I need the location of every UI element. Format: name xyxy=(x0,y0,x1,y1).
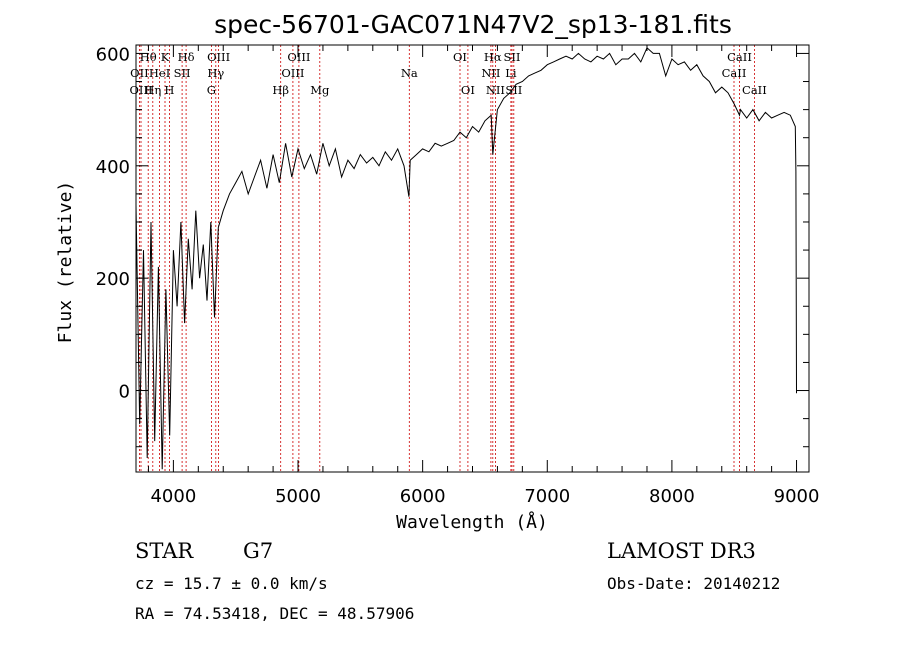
plot-frame xyxy=(135,44,810,473)
x-tick-label: 8000 xyxy=(649,486,695,507)
chart-title: spec-56701-GAC071N47V2_sp13-181.fits xyxy=(214,10,732,39)
spectral-line-label: HeI xyxy=(149,66,170,80)
x-tick-label: 9000 xyxy=(774,486,820,507)
y-tick-label: 200 xyxy=(96,269,130,290)
spectrum-line xyxy=(135,46,797,470)
object-class: STAR xyxy=(135,539,194,563)
spectral-line-label: Na xyxy=(401,66,418,80)
redshift-value: cz = 15.7 ± 0.0 km/s xyxy=(135,574,328,593)
spectral-line-label: H xyxy=(164,83,174,97)
spectral-line-label: CaII xyxy=(742,83,767,97)
spectral-line-label: Mg xyxy=(310,83,330,97)
survey-name: LAMOST DR3 xyxy=(607,539,756,563)
spectral-line-label: CaII xyxy=(722,66,747,80)
y-tick-label: 400 xyxy=(96,157,130,178)
spectral-line-label: Hβ xyxy=(272,83,289,97)
spectral-line-label: K xyxy=(161,50,170,64)
spectral-line-label: Hα xyxy=(484,50,502,64)
spectral-line-label: OIII xyxy=(129,83,152,97)
spectral-line-label: OI xyxy=(453,50,467,64)
spectral-line-markers xyxy=(138,45,755,472)
x-tick-label: 5000 xyxy=(275,486,321,507)
x-axis-label: Wavelength (Å) xyxy=(396,511,548,533)
object-subclass: G7 xyxy=(243,539,273,563)
spectral-line-label: Hη xyxy=(144,83,161,97)
spectral-line-label: CaII xyxy=(727,50,752,64)
sky-coordinates: RA = 74.53418, DEC = 48.57906 xyxy=(135,604,414,623)
y-axis-label: Flux (relative) xyxy=(55,181,76,344)
spectral-line-label: Hθ xyxy=(140,50,157,64)
axis-ticks: 4000 5000 6000 7000 8000 9000 0 200 400 600 xyxy=(96,44,820,507)
spectral-line-label: OII xyxy=(130,66,149,80)
spectral-line-label: NII xyxy=(486,83,505,97)
y-tick-label: 0 xyxy=(119,382,130,403)
y-tick-label: 600 xyxy=(96,44,130,65)
spectral-line-label: Hδ xyxy=(178,50,195,64)
spectral-line-label: OIII xyxy=(287,50,310,64)
spectral-line-label: OIII xyxy=(281,66,304,80)
spectral-line-label: SII xyxy=(174,66,191,80)
spectral-line-label: OIII xyxy=(207,50,230,64)
x-tick-label: 6000 xyxy=(400,486,446,507)
spectral-line-label: NII xyxy=(481,66,500,80)
spectral-line-label: Hγ xyxy=(207,66,224,80)
observation-date: Obs-Date: 20140212 xyxy=(607,574,780,593)
spectral-line-label: Li xyxy=(505,66,517,80)
spectral-line-label: OI xyxy=(461,83,475,97)
x-tick-label: 7000 xyxy=(524,486,570,507)
spectral-line-label: G xyxy=(207,83,216,97)
x-tick-label: 4000 xyxy=(150,486,196,507)
spectral-line-label: SII xyxy=(504,50,521,64)
